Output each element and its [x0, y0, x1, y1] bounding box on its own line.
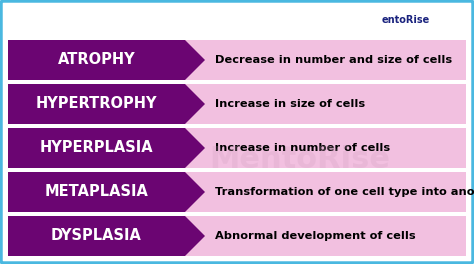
Polygon shape [8, 172, 205, 212]
Text: entoRise: entoRise [382, 15, 430, 25]
Text: HYPERTROPHY: HYPERTROPHY [36, 97, 157, 111]
FancyBboxPatch shape [180, 128, 466, 168]
FancyBboxPatch shape [180, 84, 466, 124]
Text: Transformation of one cell type into another: Transformation of one cell type into ano… [215, 187, 474, 197]
Text: DYSPLASIA: DYSPLASIA [51, 229, 142, 243]
Text: METAPLASIA: METAPLASIA [45, 185, 148, 200]
Polygon shape [8, 84, 205, 124]
Polygon shape [8, 216, 205, 256]
Text: Increase in number of cells: Increase in number of cells [215, 143, 390, 153]
FancyBboxPatch shape [180, 172, 466, 212]
Text: Abnormal development of cells: Abnormal development of cells [215, 231, 416, 241]
Polygon shape [8, 128, 205, 168]
Text: HYPERPLASIA: HYPERPLASIA [40, 140, 153, 155]
FancyBboxPatch shape [180, 216, 466, 256]
FancyBboxPatch shape [180, 40, 466, 80]
Polygon shape [8, 40, 205, 80]
Text: MentoRise: MentoRise [210, 145, 391, 175]
Text: Decrease in number and size of cells: Decrease in number and size of cells [215, 55, 452, 65]
Text: ATROPHY: ATROPHY [58, 53, 135, 68]
Text: Increase in size of cells: Increase in size of cells [215, 99, 365, 109]
